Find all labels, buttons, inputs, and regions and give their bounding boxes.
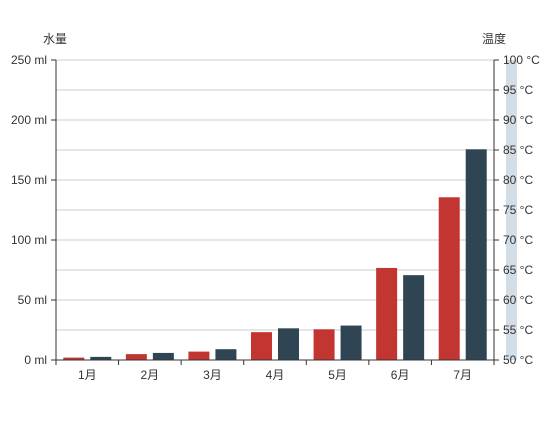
left-axis-tick-label: 50 ml xyxy=(18,293,47,307)
bar-series-1 xyxy=(313,329,335,360)
right-axis-tick-label: 55 °C xyxy=(503,323,533,337)
right-axis-title: 温度 xyxy=(482,31,506,46)
right-axis-tick-label: 60 °C xyxy=(503,293,533,307)
bar-series-2 xyxy=(215,349,237,360)
left-axis-tick-label: 0 ml xyxy=(24,353,47,367)
bar-series-1 xyxy=(251,332,272,360)
left-axis-title: 水量 xyxy=(43,32,67,46)
right-axis-tick-label: 95 °C xyxy=(503,83,533,97)
left-axis-tick-label: 100 ml xyxy=(11,233,47,247)
right-axis-tick-label: 90 °C xyxy=(503,113,533,127)
bar-series-2 xyxy=(152,352,174,360)
x-axis-tick-label: 7月 xyxy=(453,368,472,382)
x-axis-tick-label: 5月 xyxy=(328,368,347,382)
bar-series-1 xyxy=(438,197,460,360)
bar-series-2 xyxy=(278,328,299,360)
bar-series-2 xyxy=(403,275,425,360)
bar-series-1 xyxy=(125,354,147,360)
x-axis-tick-label: 3月 xyxy=(203,368,222,382)
bar-series-1 xyxy=(376,267,398,360)
left-axis-tick-label: 250 ml xyxy=(11,53,47,67)
bar-series-1 xyxy=(63,357,85,360)
x-axis-tick-label: 6月 xyxy=(391,368,410,382)
left-axis-tick-label: 150 ml xyxy=(11,173,47,187)
bar-series-2 xyxy=(465,149,487,360)
bar-series-2 xyxy=(90,356,112,360)
gridlines xyxy=(56,59,494,361)
right-axis-tick-label: 80 °C xyxy=(503,173,533,187)
x-axis-tick-label: 4月 xyxy=(266,368,285,382)
right-axis-tick-label: 85 °C xyxy=(503,143,533,157)
axes xyxy=(51,59,499,365)
right-axis-tick-label: 65 °C xyxy=(503,263,533,277)
bar-series-1 xyxy=(188,351,210,360)
x-axis-tick-label: 1月 xyxy=(78,368,97,382)
right-axis-tick-label: 50 °C xyxy=(503,353,533,367)
axis-labels: 0 ml 50 ml 100 ml 150 ml 200 ml 250 ml 50 °C 55… xyxy=(11,53,540,382)
left-axis-tick-label: 200 ml xyxy=(11,113,47,127)
right-axis-tick-label: 75 °C xyxy=(503,203,533,217)
right-axis-band xyxy=(506,60,517,360)
right-axis-tick-label: 100 °C xyxy=(503,53,540,67)
right-axis-tick-label: 70 °C xyxy=(503,233,533,247)
bars xyxy=(63,149,487,360)
x-axis-tick-label: 2月 xyxy=(141,368,160,382)
bar-series-2 xyxy=(340,325,362,360)
